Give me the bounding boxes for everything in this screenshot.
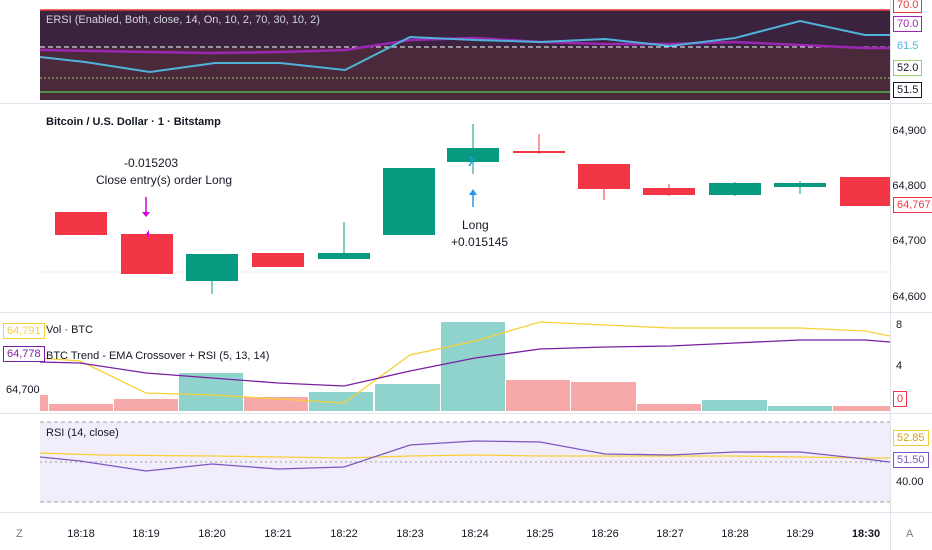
price-axis-64600: 64,600 <box>892 291 926 303</box>
ersi-pane[interactable]: ERSI (Enabled, Both, close, 14, On, 10, … <box>0 0 932 103</box>
rsi-ma-badge: 52.85 <box>893 430 929 446</box>
long-value: +0.015145 <box>451 235 509 249</box>
time-tick: 18:19 <box>132 528 160 540</box>
candle <box>578 164 630 189</box>
volume-bar <box>571 382 636 411</box>
time-tick: 18:21 <box>264 528 292 540</box>
time-tick: 18:29 <box>786 528 814 540</box>
close-entry-flag-icon <box>146 230 149 238</box>
rsi-ma-line <box>39 452 890 459</box>
time-tick: 18:22 <box>330 528 358 540</box>
volume-bar <box>375 384 440 411</box>
volume-bar <box>768 406 832 411</box>
candle <box>513 151 565 153</box>
time-tick: 18:28 <box>721 528 749 540</box>
candle <box>774 183 826 187</box>
price-axis-64800: 64,800 <box>892 180 926 192</box>
price-chart <box>40 124 890 294</box>
ema-slow-line <box>39 339 891 387</box>
volume-bar <box>441 322 505 411</box>
candle <box>840 177 890 206</box>
candle <box>643 188 695 195</box>
time-tick: 18:30 <box>851 528 881 540</box>
ema-fast-line <box>39 321 891 404</box>
candle <box>252 253 304 267</box>
close-entry-value: -0.015203 <box>124 156 179 170</box>
rsi-chart <box>39 421 891 503</box>
volume-bar <box>637 404 701 411</box>
time-axis[interactable]: Z A <box>0 513 932 550</box>
price-axis-64900: 64,900 <box>892 125 926 137</box>
ersi-level-51: 51.5 <box>893 82 923 98</box>
time-tick: 18:26 <box>591 528 619 540</box>
pane-separator[interactable] <box>0 512 932 513</box>
time-tick: 18:24 <box>461 528 489 540</box>
long-entry-icon <box>468 155 474 167</box>
price-title: Bitcoin / U.S. Dollar · 1 · Bitstamp <box>46 116 221 128</box>
candle <box>709 183 761 195</box>
time-tick: 18:25 <box>526 528 554 540</box>
volume-title: Vol · BTC <box>46 324 94 336</box>
pane-separator[interactable] <box>0 413 932 414</box>
ema-slow-badge: 64,778 <box>3 346 45 362</box>
volume-bar <box>833 406 890 411</box>
pane-separator[interactable] <box>0 312 932 313</box>
price-pane[interactable]: Bitcoin / U.S. Dollar · 1 · Bitstamp -0.… <box>0 104 932 312</box>
ersi-chart <box>39 9 890 100</box>
volume-pane[interactable]: Vol · BTC BTC Trend - EMA Crossover + RS… <box>0 313 932 413</box>
long-arrow-icon <box>469 189 477 195</box>
volume-bar <box>506 380 570 411</box>
candle <box>121 234 173 274</box>
volume-bar <box>114 399 178 411</box>
rsi-value-badge: 51.50 <box>893 452 929 468</box>
rsi-pane[interactable]: RSI (14, close) 52.85 51.50 40.00 <box>0 414 932 512</box>
ersi-line <box>39 19 890 74</box>
time-zone-button[interactable]: Z <box>16 528 23 540</box>
pane-separator[interactable] <box>0 103 932 104</box>
ema-fast-badge: 64,791 <box>3 323 45 339</box>
auto-scale-button[interactable]: A <box>906 528 914 540</box>
volume-axis-4: 4 <box>896 360 903 372</box>
candle <box>383 168 435 235</box>
time-tick: 18:18 <box>67 528 95 540</box>
price-axis-64700: 64,700 <box>892 235 926 247</box>
price-scale-border <box>890 0 891 550</box>
ersi-level-70: 70.0 <box>893 16 923 32</box>
time-tick: 18:20 <box>198 528 226 540</box>
ersi-level-61: 61.5 <box>893 38 923 54</box>
volume-zero-badge: 0 <box>893 391 908 407</box>
candle <box>186 254 238 281</box>
volume-bar <box>309 392 373 411</box>
rsi-title: RSI (14, close) <box>46 427 119 439</box>
volume-bar <box>40 395 48 411</box>
candle <box>447 148 499 162</box>
close-entry-arrow-icon <box>142 212 150 217</box>
volume-axis-8: 8 <box>896 319 903 331</box>
ersi-title: ERSI (Enabled, Both, close, 14, On, 10, … <box>46 14 320 26</box>
volume-bar <box>244 397 308 411</box>
time-tick: 18:23 <box>396 528 424 540</box>
left-price-value: 64,700 <box>6 384 40 396</box>
volume-chart <box>39 321 891 411</box>
close-entry-text: Close entry(s) order Long <box>96 173 233 187</box>
volume-bar <box>49 404 113 411</box>
current-price-badge: 64,767 <box>893 197 932 213</box>
rsi-axis-40: 40.00 <box>896 476 924 488</box>
time-tick: 18:27 <box>656 528 684 540</box>
ersi-level-52: 52.0 <box>893 60 923 76</box>
ersi-level-70-top: 70.0 <box>893 0 923 13</box>
candle <box>55 212 107 235</box>
indicator-title: BTC Trend - EMA Crossover + RSI (5, 13, … <box>46 350 270 362</box>
rsi-line <box>39 440 891 472</box>
long-label: Long <box>462 218 489 232</box>
volume-bar <box>702 400 767 411</box>
candle <box>318 253 370 259</box>
volume-bar <box>179 373 243 411</box>
